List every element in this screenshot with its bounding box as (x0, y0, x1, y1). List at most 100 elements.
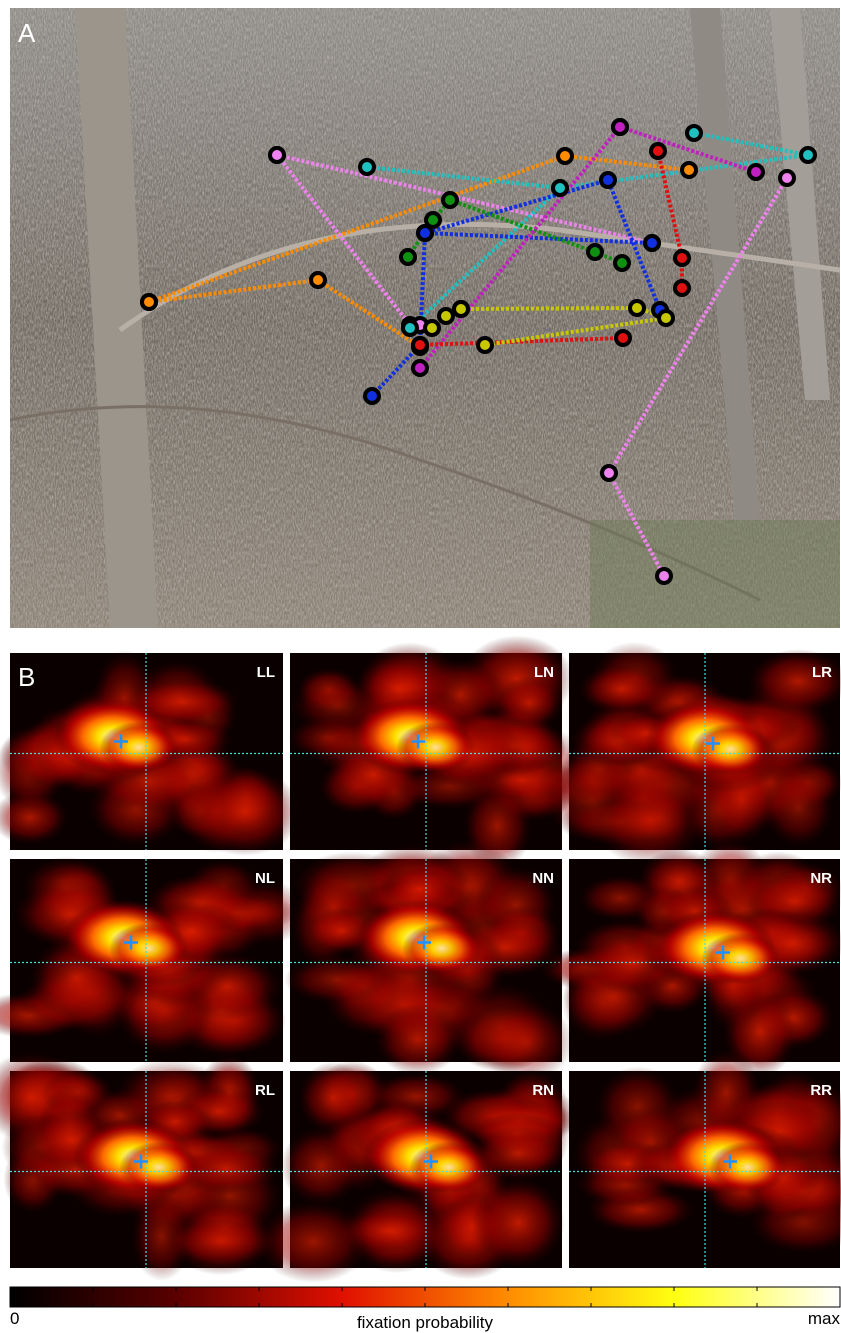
fixation (673, 279, 691, 297)
condition-label: RN (532, 1082, 554, 1099)
scanpath (419, 336, 624, 347)
condition-label: NR (810, 870, 832, 887)
center-marker (114, 734, 128, 749)
heatmap: LL (0, 650, 302, 857)
heatmap: NN (284, 839, 575, 1082)
heat-blob (747, 649, 841, 714)
center-marker (424, 1154, 438, 1169)
heat-blob (763, 767, 835, 848)
tree-trunk (770, 8, 830, 400)
heat-blob (593, 774, 706, 867)
fixation (747, 163, 765, 181)
fixation (437, 307, 455, 325)
heat-blob (577, 664, 666, 715)
branch (10, 405, 761, 602)
heat-peak (402, 922, 482, 975)
condition-label: RR (810, 1082, 832, 1099)
tree-trunk (75, 8, 158, 628)
fixation (655, 567, 673, 585)
fixation (423, 319, 441, 337)
fixation (673, 249, 691, 267)
center-marker (134, 1154, 148, 1169)
heat-peak (701, 932, 781, 985)
center-marker (411, 734, 425, 749)
scanpath (619, 125, 757, 174)
heat-blob (188, 767, 302, 857)
fixation (411, 336, 429, 354)
heat-blob (164, 1218, 278, 1265)
center-marker (706, 736, 720, 751)
heat-peak (99, 721, 179, 774)
fixation (441, 191, 459, 209)
fixation (657, 309, 675, 327)
center-marker (417, 935, 431, 950)
center-marker (124, 935, 138, 950)
heat-peak (396, 721, 476, 774)
fixation (799, 146, 817, 164)
fixation (586, 243, 604, 261)
heat-blob (477, 1001, 575, 1082)
fixation (628, 299, 646, 317)
heat-blob (172, 1143, 280, 1194)
fixation (551, 179, 569, 197)
fixation (363, 387, 381, 405)
condition-label: LR (812, 664, 832, 681)
heatmap: LN (288, 635, 597, 872)
heat-blob (381, 867, 458, 911)
fixation (613, 254, 631, 272)
heat-peak (708, 1141, 788, 1194)
colorbar-title: fixation probability (357, 1313, 494, 1332)
fixation (452, 300, 470, 318)
panel-label: B (18, 662, 35, 692)
center-marker (716, 945, 730, 960)
fixation (556, 147, 574, 165)
fixation (416, 224, 434, 242)
fixation (600, 464, 618, 482)
condition-label: RL (255, 1082, 275, 1099)
heat-peak (119, 1141, 199, 1194)
scanpath (408, 186, 562, 330)
fixation (309, 271, 327, 289)
fixation (401, 319, 419, 337)
heat-blob (471, 1125, 565, 1181)
scanpath (424, 231, 653, 245)
colorbar: 0 fixation probability max (9, 1286, 841, 1332)
heatmap: NR (538, 838, 841, 1078)
fixation (643, 234, 661, 252)
condition-label: NL (255, 870, 275, 887)
condition-label: LL (257, 664, 275, 681)
heatmap: RN (256, 1060, 581, 1283)
fixation (778, 169, 796, 187)
condition-label: LN (534, 664, 554, 681)
panel-a: A (10, 8, 840, 628)
scanpath (276, 153, 653, 245)
foliage (590, 520, 840, 628)
fixation (649, 142, 667, 160)
heat-blob (256, 1200, 371, 1283)
fixation (358, 158, 376, 176)
fixation (685, 124, 703, 142)
scanpath (418, 125, 622, 370)
heat-peak (691, 723, 771, 776)
fixation (411, 359, 429, 377)
scanpath (656, 150, 684, 288)
fixation (268, 146, 286, 164)
fixation (140, 293, 158, 311)
heatmap: RR (569, 1049, 841, 1268)
fixation (599, 171, 617, 189)
fixation (476, 336, 494, 354)
fixation (611, 118, 629, 136)
fixation (680, 161, 698, 179)
fixation (614, 329, 632, 347)
heat-blob (288, 715, 367, 761)
heat-peak (409, 1141, 489, 1194)
colorbar-min-label: 0 (10, 1309, 19, 1328)
scanpath (366, 131, 809, 191)
center-marker (723, 1154, 737, 1169)
colorbar-max-label: max (808, 1309, 841, 1328)
fixation (424, 211, 442, 229)
heat-blob (374, 1003, 462, 1076)
scanpaths (140, 118, 817, 585)
